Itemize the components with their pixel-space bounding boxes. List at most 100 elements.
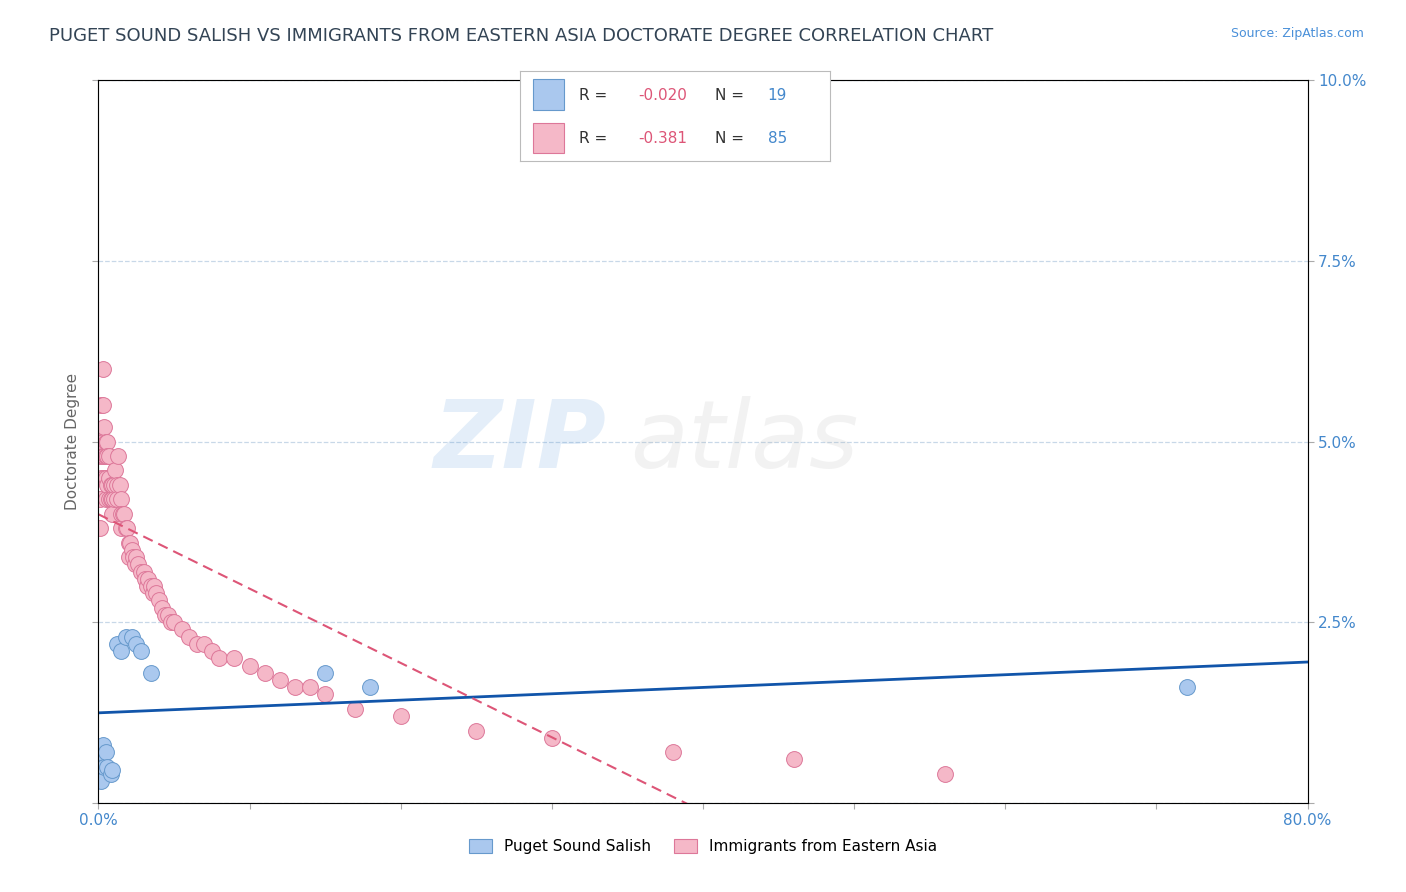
Point [389, 709, 412, 723]
Text: PUGET SOUND SALISH VS IMMIGRANTS FROM EASTERN ASIA DOCTORATE DEGREE CORRELATION : PUGET SOUND SALISH VS IMMIGRANTS FROM EA… [49, 27, 994, 45]
Text: 19: 19 [768, 88, 787, 103]
Text: atlas: atlas [630, 396, 859, 487]
Point [90, 398, 112, 412]
Point [96, 760, 118, 774]
Point [269, 673, 291, 687]
Point [93, 760, 115, 774]
Point [91, 434, 114, 449]
Point [90, 774, 112, 789]
Point [94, 471, 117, 485]
Point [93, 471, 115, 485]
Point [299, 680, 322, 694]
Point [94, 434, 117, 449]
Point [141, 579, 163, 593]
Point [108, 478, 131, 492]
Text: -0.381: -0.381 [638, 131, 686, 145]
Point [253, 665, 276, 680]
Point [186, 637, 208, 651]
Point [110, 521, 132, 535]
Point [344, 702, 367, 716]
Point [111, 507, 134, 521]
Point [98, 492, 121, 507]
Point [129, 644, 152, 658]
Text: R =: R = [579, 131, 612, 145]
Text: N =: N = [716, 131, 749, 145]
Point [94, 492, 117, 507]
Y-axis label: Doctorate Degree: Doctorate Degree [65, 373, 80, 510]
Point [127, 558, 149, 572]
Point [118, 535, 141, 549]
Point [105, 478, 128, 492]
Point [91, 738, 114, 752]
Point [125, 550, 148, 565]
Point [141, 665, 163, 680]
Point [465, 723, 488, 738]
Point [124, 558, 146, 572]
Point [107, 449, 129, 463]
Point [121, 630, 143, 644]
Text: N =: N = [716, 88, 749, 103]
Point [193, 637, 215, 651]
Point [96, 478, 118, 492]
Point [110, 507, 132, 521]
Point [93, 449, 115, 463]
Point [142, 586, 165, 600]
Point [96, 434, 118, 449]
Point [208, 651, 231, 665]
Point [136, 572, 159, 586]
Point [134, 572, 156, 586]
Point [104, 463, 127, 477]
Text: 85: 85 [768, 131, 787, 145]
Point [103, 478, 125, 492]
Point [101, 507, 124, 521]
Point [160, 615, 183, 630]
Point [148, 593, 170, 607]
Point [91, 362, 114, 376]
Point [110, 492, 132, 507]
Point [91, 398, 114, 412]
Point [661, 745, 683, 759]
Point [100, 767, 122, 781]
Point [125, 637, 148, 651]
Point [201, 644, 224, 658]
Point [98, 471, 121, 485]
Point [115, 521, 138, 535]
Point [129, 565, 152, 579]
Point [100, 478, 122, 492]
Bar [533, 123, 564, 153]
Point [314, 687, 336, 701]
Point [540, 731, 562, 745]
Point [114, 630, 136, 644]
Point [135, 579, 157, 593]
Point [179, 630, 201, 644]
Point [90, 471, 112, 485]
Point [122, 550, 145, 565]
Point [93, 420, 115, 434]
Point [783, 752, 806, 766]
Point [153, 607, 176, 622]
Point [150, 600, 173, 615]
Point [120, 535, 142, 549]
Point [156, 607, 179, 622]
Point [132, 565, 155, 579]
Point [145, 586, 167, 600]
Text: R =: R = [579, 88, 612, 103]
Point [90, 434, 112, 449]
Point [1175, 680, 1198, 694]
Point [121, 542, 143, 557]
Text: Source: ZipAtlas.com: Source: ZipAtlas.com [1230, 27, 1364, 40]
Point [118, 550, 141, 565]
Point [239, 658, 262, 673]
Point [94, 745, 117, 759]
Point [163, 615, 186, 630]
Point [89, 492, 111, 507]
Point [284, 680, 307, 694]
Point [934, 767, 956, 781]
Point [105, 637, 128, 651]
Point [89, 449, 111, 463]
Point [360, 680, 382, 694]
Point [89, 521, 111, 535]
Text: -0.020: -0.020 [638, 88, 686, 103]
Point [143, 579, 166, 593]
Point [101, 764, 124, 778]
